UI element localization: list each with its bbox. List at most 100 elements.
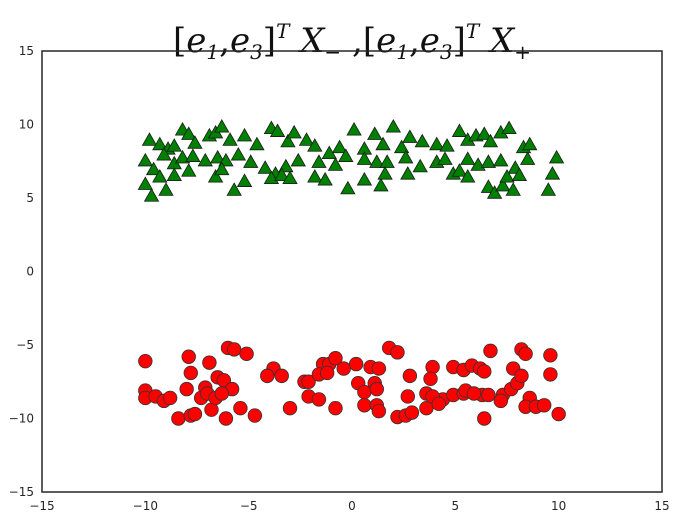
data-point-circle (328, 351, 343, 366)
data-point-triangle (236, 173, 253, 187)
data-point-triangle (280, 133, 296, 148)
data-point-circle (301, 374, 316, 389)
data-point-triangle (207, 169, 224, 183)
data-point-triangle (331, 139, 348, 154)
data-point-circle (483, 343, 498, 359)
data-point-triangle (137, 176, 154, 190)
data-point-circle (233, 401, 248, 416)
data-point-circle (218, 411, 234, 426)
y-tick-label: −15 (9, 485, 34, 499)
data-point-triangle (486, 185, 503, 199)
data-point-triangle (369, 154, 385, 168)
data-point-triangle (356, 171, 373, 186)
y-tick-label: 10 (19, 118, 34, 132)
title-part: T (466, 19, 481, 43)
data-point-triangle (476, 126, 492, 140)
data-point-triangle (385, 119, 402, 133)
title-part: e (186, 21, 206, 61)
x-tick-label: 15 (654, 499, 669, 513)
x-tick-label: 0 (348, 499, 356, 513)
data-point-triangle (185, 148, 201, 162)
x-tick-label: −5 (240, 499, 258, 513)
data-point-triangle (158, 182, 174, 196)
x-tick-label: 5 (452, 499, 460, 513)
data-point-triangle (327, 157, 344, 171)
data-point-triangle (499, 169, 515, 183)
data-point-triangle (375, 136, 391, 151)
chart-title: [e1,e3]T X− ,[e1,e3]T X+ (173, 19, 531, 64)
title-part: ] (453, 21, 466, 61)
data-point-triangle (214, 119, 230, 133)
x-tick-label: 10 (551, 499, 566, 513)
data-point-triangle (501, 120, 517, 135)
data-point-circle (320, 365, 335, 381)
data-point-triangle (181, 126, 197, 140)
data-point-circle (357, 384, 372, 400)
plot-frame (41, 50, 663, 493)
title-part: e (230, 21, 250, 61)
data-point-triangle (540, 182, 557, 196)
data-point-triangle (398, 149, 414, 164)
data-point-circle (187, 406, 203, 422)
data-point-triangle (307, 138, 323, 152)
data-point-circle (543, 367, 558, 382)
title-part: e (420, 21, 440, 61)
data-point-circle (357, 398, 372, 413)
data-point-triangle (187, 135, 203, 149)
data-point-triangle (451, 163, 468, 177)
data-point-triangle (400, 166, 416, 180)
data-point-circle (183, 365, 199, 381)
data-point-triangle (282, 170, 298, 185)
data-point-triangle (451, 123, 468, 137)
data-point-triangle (307, 169, 323, 183)
data-point-triangle (145, 161, 162, 176)
data-point-triangle (402, 129, 418, 143)
data-point-circle (371, 403, 387, 419)
data-point-triangle (181, 163, 197, 177)
data-point-triangle (257, 160, 273, 174)
data-point-triangle (298, 132, 315, 146)
data-point-triangle (222, 132, 238, 146)
data-point-triangle (141, 132, 158, 146)
data-point-triangle (143, 188, 160, 202)
data-point-triangle (519, 151, 536, 165)
data-point-circle (226, 342, 242, 357)
title-part: 1 (396, 40, 409, 64)
data-point-circle (282, 401, 298, 416)
data-point-circle (371, 361, 387, 376)
title-part: + (514, 40, 531, 64)
data-point-triangle (269, 123, 286, 137)
title-part: 3 (440, 40, 453, 64)
data-point-triangle (480, 154, 497, 168)
data-point-triangle (414, 133, 430, 148)
data-point-triangle (460, 151, 476, 165)
x-tick-label: −10 (133, 499, 158, 513)
data-point-circle (404, 405, 420, 420)
data-point-triangle (166, 167, 182, 182)
data-point-circle (202, 355, 217, 370)
x-axis-ticks: −15 −10 −5 0 5 10 15 (29, 499, 669, 513)
data-point-triangle (214, 161, 230, 176)
data-point-circle (260, 368, 275, 384)
data-point-triangle (274, 167, 290, 182)
data-point-circle (181, 349, 196, 364)
data-point-triangle (156, 146, 172, 161)
data-point-triangle (393, 139, 410, 154)
data-point-circle (551, 406, 566, 422)
data-point-triangle (495, 177, 511, 192)
title-part: [ (173, 21, 186, 61)
title-part: ] (263, 21, 276, 61)
data-point-triangle (482, 133, 499, 148)
data-point-triangle (544, 166, 561, 180)
data-point-triangle (429, 136, 445, 151)
data-point-triangle (236, 127, 253, 142)
data-point-circle (239, 346, 254, 362)
data-point-triangle (377, 166, 393, 180)
data-point-circle (162, 390, 178, 406)
data-point-circle (518, 346, 533, 362)
data-point-circle (537, 398, 552, 413)
data-point-circle (348, 356, 364, 372)
data-point-triangle (152, 169, 168, 183)
data-point-circle (336, 361, 351, 376)
data-point-circle (423, 371, 438, 387)
